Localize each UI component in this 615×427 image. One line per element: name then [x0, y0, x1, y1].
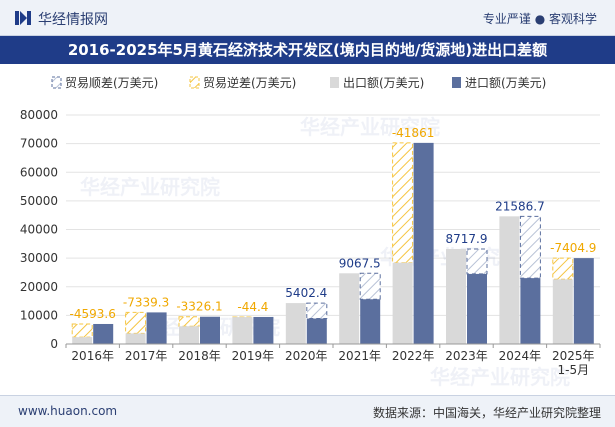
import-bar: [306, 318, 327, 344]
y-tick-label: 60000: [20, 165, 58, 179]
balance-value-label: -4593.6: [70, 307, 116, 321]
balance-value-label: 8717.9: [446, 232, 488, 246]
y-tick-label: 70000: [20, 137, 58, 151]
import-bar: [467, 273, 487, 344]
x-tick-label: 1-5月: [557, 363, 589, 377]
import-bar: [520, 278, 541, 344]
watermark-text: 华经产业研究院: [430, 365, 570, 389]
export-bar: [499, 216, 520, 344]
watermark-text: 华经产业研究院: [300, 115, 440, 139]
legend-label-deficit: 贸易逆差(万美元): [203, 75, 296, 90]
export-bar: [125, 333, 146, 344]
trade-deficit-bar: [178, 316, 200, 327]
x-tick-label: 2024年: [499, 349, 542, 363]
export-bar: [552, 279, 573, 344]
import-bar: [200, 316, 220, 344]
import-bar: [253, 316, 274, 344]
trade-deficit-bar: [125, 311, 147, 334]
brand-name: 华经情报网: [38, 12, 108, 28]
header-tagline: 专业严谨 ● 客观科学: [482, 12, 597, 26]
export-bar: [446, 248, 466, 344]
balance-value-label: -3326.1: [176, 300, 222, 314]
balance-value-label: 5402.4: [285, 286, 327, 300]
trade-surplus-bar: [466, 248, 488, 275]
x-tick-label: 2017年: [125, 349, 168, 363]
export-bar: [179, 326, 199, 344]
trade-deficit-bar: [552, 257, 574, 280]
y-tick-label: 80000: [20, 108, 58, 122]
legend-label-surplus: 贸易顺差(万美元): [65, 76, 158, 90]
import-bar: [93, 323, 114, 344]
chart-legend: 贸易顺差(万美元) 贸易逆差(万美元) 出口额(万美元) 进口额(万美元): [51, 75, 546, 90]
legend-label-import: 进口额(万美元): [465, 76, 546, 90]
x-tick-label: 2020年: [285, 349, 328, 363]
trade-balance-chart: 贸易顺差(万美元) 贸易逆差(万美元) 出口额(万美元) 进口额(万美元) 华经产业研…: [20, 75, 601, 389]
x-tick-label: 2016年: [71, 349, 114, 363]
y-tick-label: 0: [50, 337, 58, 351]
x-tick-label: 2022年: [392, 349, 435, 363]
export-bar: [392, 262, 413, 344]
chart-title: 2016-2025年5月黄石经济技术开发区(境内目的地/货源地)进出口差额: [0, 36, 615, 64]
bars-layer: -4593.6 -7339.3 -3326.1 -44.4 5402.4 9067.5 -4…: [70, 126, 596, 344]
import-bar: [573, 258, 594, 344]
export-bar: [72, 337, 93, 344]
footer-url: www.huaon.com: [18, 404, 118, 418]
y-tick-label: 30000: [20, 251, 58, 265]
data-source-note: 数据来源：中国海关，华经产业研究院整理: [372, 406, 601, 420]
x-tick-label: 2021年: [338, 349, 381, 363]
balance-value-label: -7404.9: [550, 241, 596, 255]
legend-swatch-import: [452, 77, 461, 88]
import-bar: [413, 142, 434, 344]
export-bar: [232, 317, 253, 344]
watermark-layer: 华经产业研究院华经产业研究院华经产业研究院华经产业研究院华经产业研究院: [80, 115, 570, 389]
x-tick-label: 2023年: [445, 349, 488, 363]
trade-surplus-bar: [306, 302, 328, 320]
export-bar: [285, 303, 306, 344]
y-tick-label: 40000: [20, 223, 58, 237]
legend-label-export: 出口额(万美元): [343, 76, 424, 90]
import-bar: [146, 312, 167, 344]
y-tick-label: 20000: [20, 280, 58, 294]
y-tick-label: 10000: [20, 308, 58, 322]
trade-deficit-bar: [392, 142, 414, 264]
top-header-bar: 华经情报网 专业严谨 ● 客观科学: [0, 0, 615, 36]
legend-swatch-export: [330, 77, 339, 88]
x-tick-label: 2019年: [232, 349, 275, 363]
balance-value-label: -44.4: [237, 300, 268, 314]
balance-value-label: 21586.7: [495, 199, 545, 213]
legend-swatch-surplus: [51, 76, 62, 89]
trade-surplus-bar: [359, 272, 381, 300]
x-tick-label: 2025年: [552, 349, 595, 363]
axes-layer: 0 10000 20000 30000 40000 50000 60000 70000 8000…: [20, 108, 601, 377]
footer-bar: www.huaon.com 数据来源：中国海关，华经产业研究院整理: [0, 395, 615, 427]
x-tick-label: 2018年: [178, 349, 221, 363]
balance-value-label: -7339.3: [123, 295, 169, 309]
y-tick-label: 50000: [20, 194, 58, 208]
import-bar: [360, 299, 381, 344]
balance-value-label: -41861: [392, 126, 435, 140]
huajing-logo-icon: [15, 11, 31, 25]
trade-surplus-bar: [519, 215, 541, 279]
balance-value-label: 9067.5: [339, 256, 381, 270]
export-bar: [339, 273, 360, 344]
watermark-text: 华经产业研究院: [80, 175, 220, 199]
trade-deficit-bar: [71, 323, 93, 338]
legend-swatch-deficit: [189, 76, 200, 89]
